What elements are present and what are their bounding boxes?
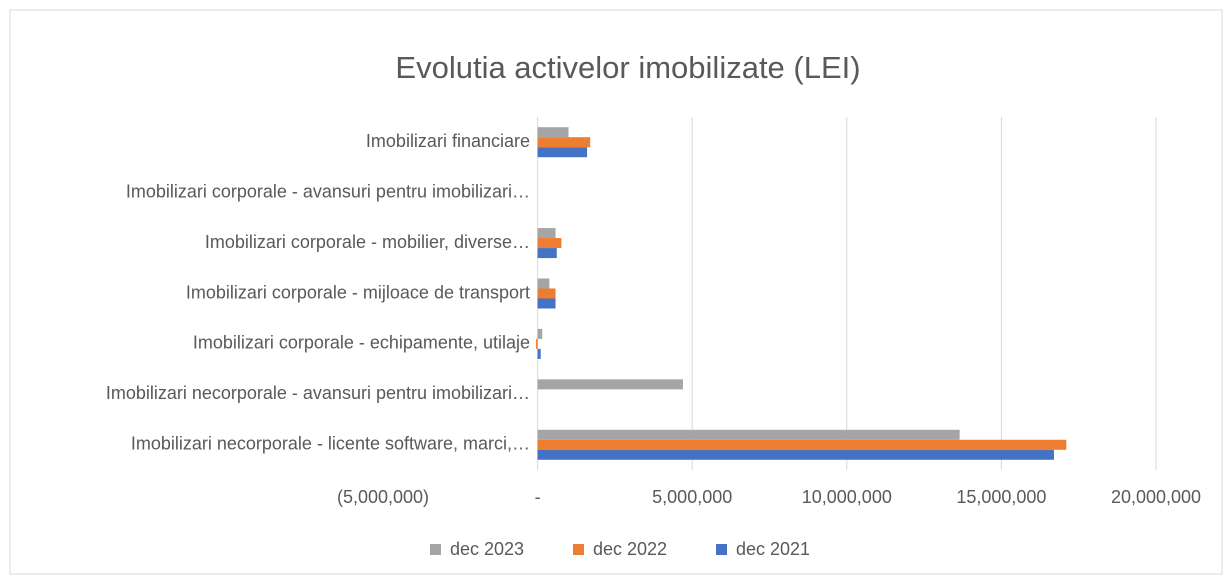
x-tick-label: 5,000,000 — [652, 487, 732, 507]
category-label: Imobilizari financiare — [366, 131, 530, 151]
bar — [537, 278, 550, 289]
x-tick-label: 10,000,000 — [802, 487, 892, 507]
category-label: Imobilizari corporale - echipamente, uti… — [193, 333, 530, 353]
legend-swatch — [573, 544, 584, 555]
bar — [537, 288, 556, 299]
legend-label: dec 2021 — [736, 539, 810, 559]
bar — [537, 147, 588, 158]
bar — [537, 348, 541, 359]
category-label: Imobilizari corporale - mobilier, divers… — [205, 232, 530, 252]
category-label: Imobilizari corporale - avansuri pentru … — [126, 181, 530, 201]
x-tick-label: 15,000,000 — [956, 487, 1046, 507]
bar — [537, 449, 1054, 460]
category-label: Imobilizari necorporale - avansuri pentr… — [106, 383, 530, 403]
bar — [537, 429, 960, 440]
bar — [537, 238, 562, 249]
legend-swatch — [716, 544, 727, 555]
category-label: Imobilizari necorporale - licente softwa… — [131, 434, 530, 454]
bar — [537, 248, 557, 259]
x-tick-label: - — [535, 487, 541, 507]
chart-frame — [9, 9, 1223, 575]
x-tick-label: (5,000,000) — [337, 487, 429, 507]
bar — [537, 328, 543, 339]
bar — [537, 127, 569, 138]
bar — [537, 228, 556, 239]
chart-title: Evolutia activelor imobilizate (LEI) — [395, 50, 860, 85]
bar — [537, 298, 556, 309]
bar — [537, 439, 1067, 450]
x-tick-label: 20,000,000 — [1111, 487, 1201, 507]
bar — [537, 137, 591, 148]
category-label: Imobilizari corporale - mijloace de tran… — [186, 282, 530, 302]
bar — [536, 338, 538, 349]
legend-label: dec 2023 — [450, 539, 524, 559]
bar — [537, 379, 683, 390]
legend-swatch — [430, 544, 441, 555]
legend-label: dec 2022 — [593, 539, 667, 559]
